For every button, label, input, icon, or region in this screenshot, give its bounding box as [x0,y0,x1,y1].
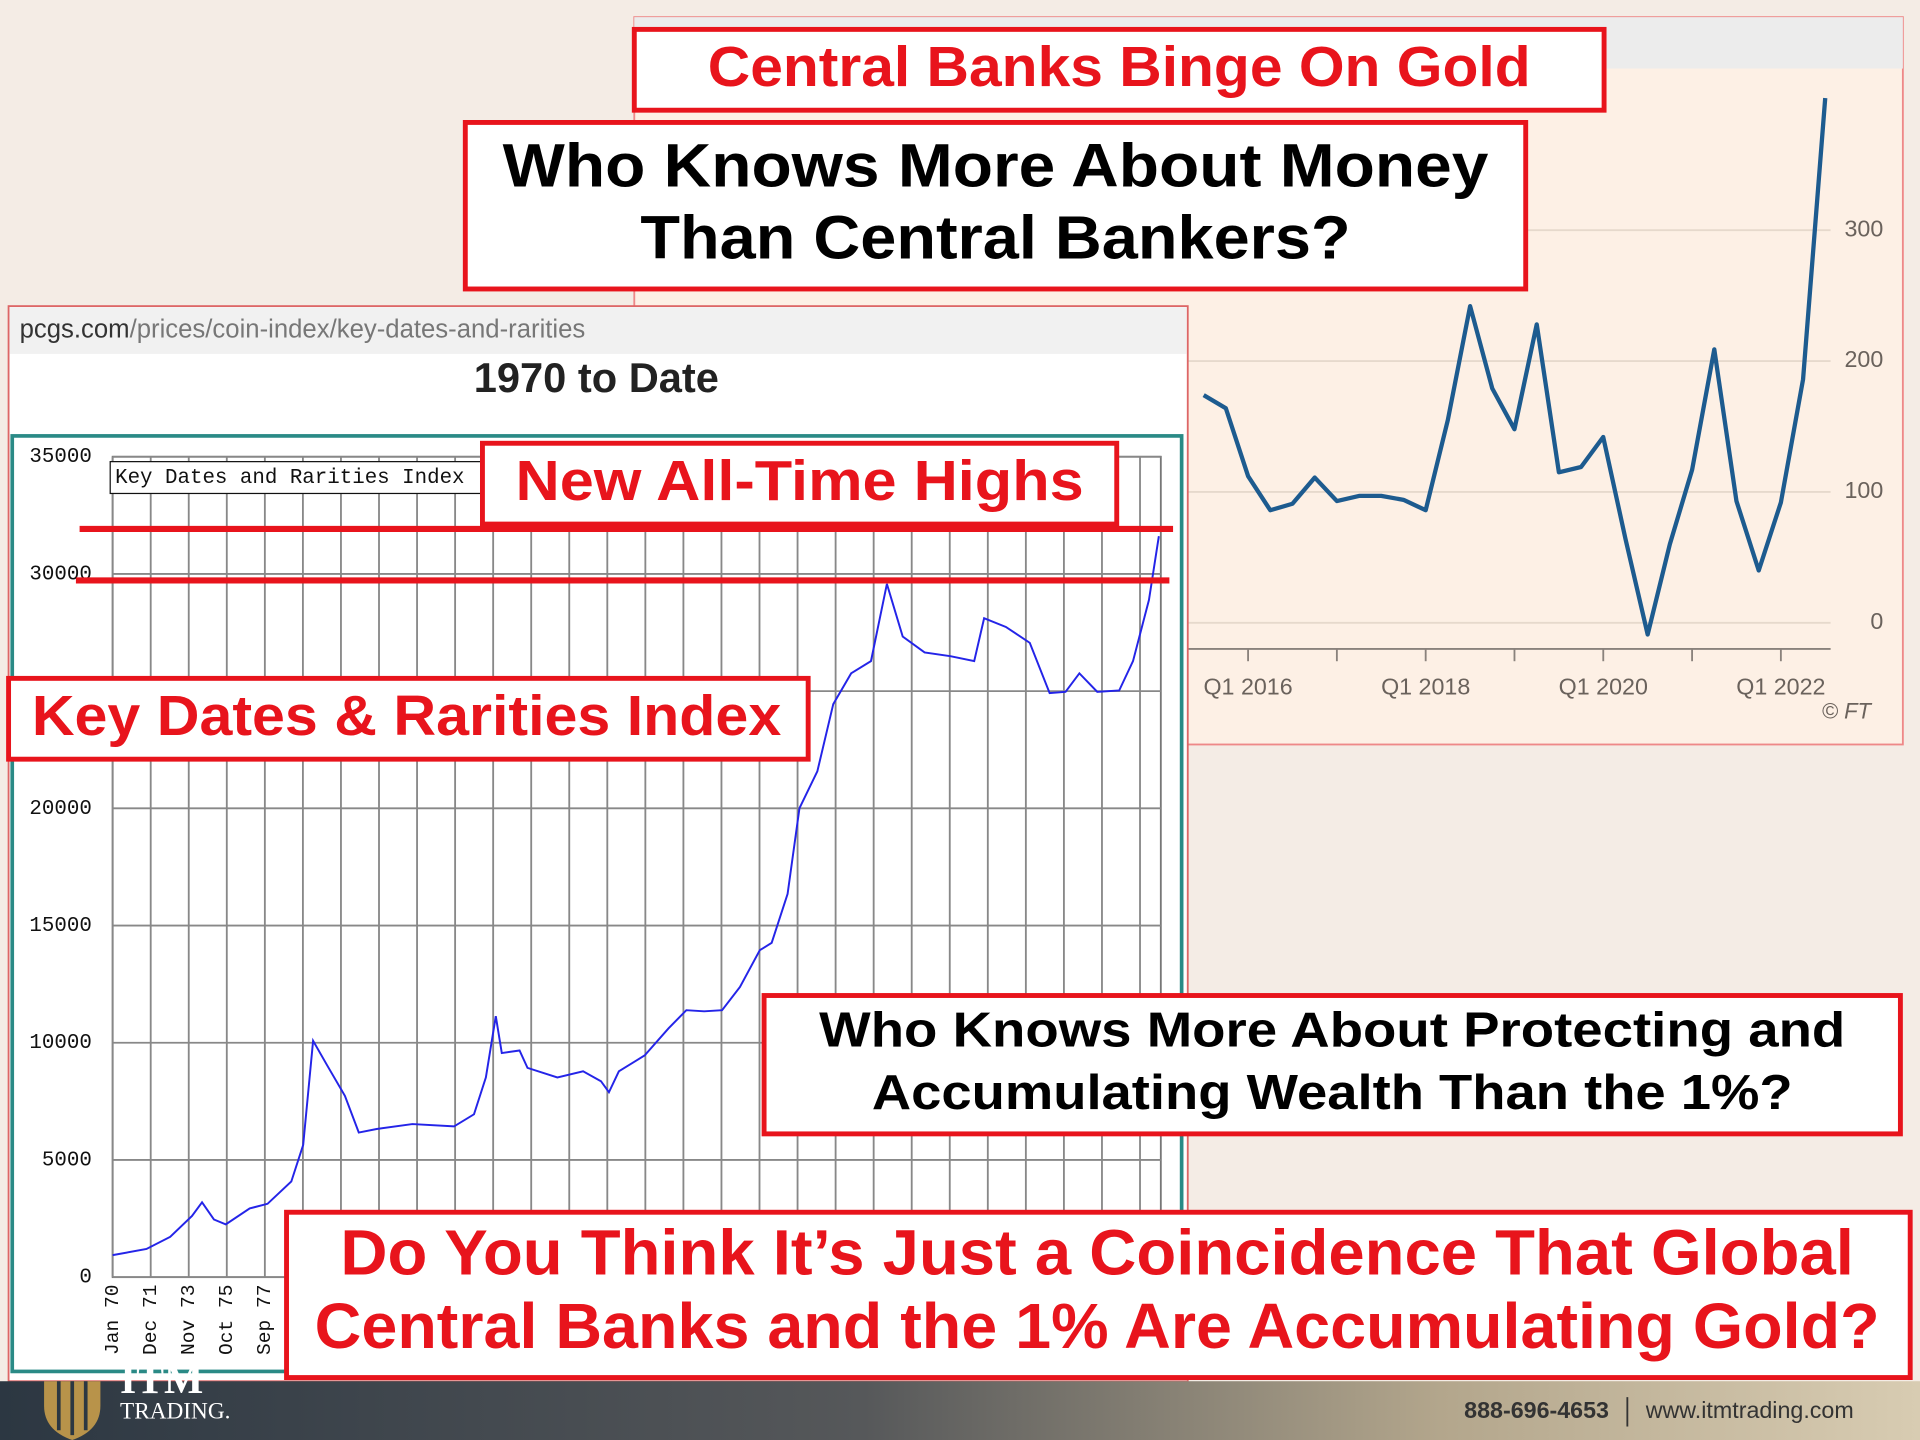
annotations [75,525,1174,584]
phone: 888-696-4653 [1464,1397,1609,1423]
y-tick-label: 200 [1844,346,1883,372]
footer: ITM TRADING. 888-696-4653 www.itmtrading… [0,1357,1920,1440]
headline: Central Banks and the 1% Are Accumulatin… [315,1291,1880,1362]
x-tick-label: Q1 2018 [1381,673,1470,699]
x-tick-label: Q1 2020 [1559,673,1648,699]
headlines: Central Banks Binge On Gold Who Knows Mo… [6,26,1903,1137]
headline-box [6,675,811,762]
url-path: /prices/coin-index/key-dates-and-raritie… [130,315,586,343]
y-tick-label: 35000 [29,446,91,469]
headline: Do You Think It’s Just a Coincidence Tha… [340,1217,1853,1288]
headline: Who Knows More About Protecting and [819,1003,1845,1057]
url-domain: pcgs.com [20,315,130,343]
y-tick-label: 10000 [29,1032,91,1055]
y-tick-label: 100 [1844,477,1883,503]
url-bar [9,307,1187,354]
logo-mark [56,1381,88,1436]
y-tick-label: 15000 [29,915,91,938]
chart-title: 1970 to Date [474,354,719,401]
headline: Who Knows More About Money [503,131,1489,199]
headline-box [761,993,1903,1137]
x-tick-label: Jan 70 [102,1284,124,1355]
line-series [112,536,1160,1257]
headline: Accumulating Wealth Than the 1%? [872,1066,1793,1120]
headline-bottom: Do You Think It’s Just a Coincidence Tha… [284,1209,1913,1380]
x-tick-label: Sep 77 [254,1284,276,1355]
y-tick-label: 300 [1844,215,1883,241]
website: www.itmtrading.com [1645,1397,1854,1423]
logo-text: ITM [120,1357,203,1403]
y-tick-label: 0 [79,1267,91,1290]
x-tick-label: Q1 2016 [1203,673,1292,699]
logo-sub: TRADING. [120,1398,230,1424]
x-tick-label: Dec 71 [140,1284,162,1355]
headline-box [631,26,1607,113]
headline: Central Banks Binge On Gold [708,35,1531,98]
x-tick-label: Oct 75 [216,1284,238,1355]
x-tick-label: Q1 2022 [1736,673,1825,699]
y-tick-label: 20000 [29,798,91,821]
headline: New All-Time Highs [516,449,1084,512]
headline-box [284,1209,1913,1380]
headline: Than Central Bankers? [640,204,1350,272]
url: pcgs.com/prices/coin-index/key-dates-and… [20,315,586,343]
headline-box [479,440,1120,527]
x-tick-label: Nov 73 [178,1284,200,1355]
headline-box [462,120,1529,292]
line-series [1202,97,1828,637]
footer-bar [0,1381,1920,1440]
headline: Key Dates & Rarities Index [32,684,781,747]
ft-credit: © FT [1822,698,1873,723]
y-tick-label: 5000 [42,1149,92,1172]
y-tick-label: 0 [1870,608,1883,634]
legend-label: Key Dates and Rarities Index [115,467,464,490]
legend-box [109,461,515,495]
